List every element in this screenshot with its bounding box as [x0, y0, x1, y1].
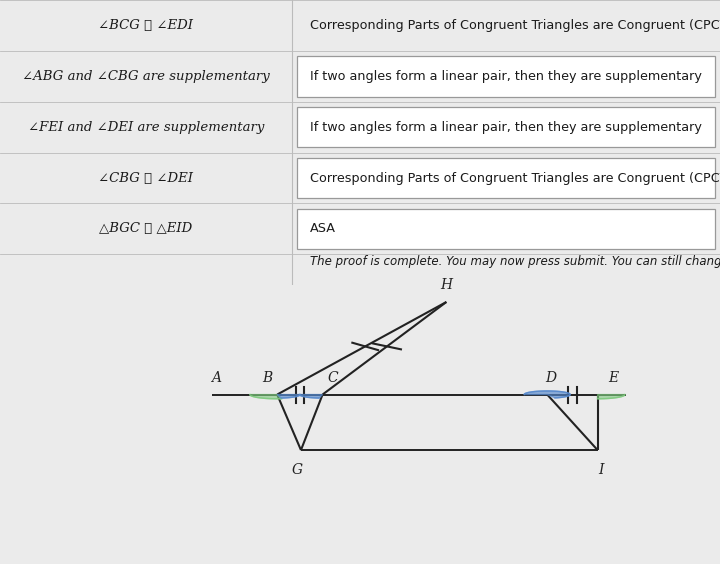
- Polygon shape: [598, 395, 625, 399]
- Text: C: C: [328, 372, 338, 385]
- Polygon shape: [250, 395, 282, 399]
- Text: ∠CBG ≅ ∠DEI: ∠CBG ≅ ∠DEI: [99, 171, 193, 184]
- Text: ∠ABG and ∠CBG are supplementary: ∠ABG and ∠CBG are supplementary: [22, 70, 270, 83]
- FancyBboxPatch shape: [297, 158, 715, 199]
- Text: If two angles form a linear pair, then they are supplementary: If two angles form a linear pair, then t…: [310, 70, 701, 83]
- FancyBboxPatch shape: [297, 56, 715, 96]
- Text: I: I: [598, 463, 604, 477]
- Text: ASA: ASA: [310, 222, 336, 235]
- Text: ∠FEI and ∠DEI are supplementary: ∠FEI and ∠DEI are supplementary: [27, 121, 264, 134]
- Text: △BGC ≅ △EID: △BGC ≅ △EID: [99, 222, 192, 235]
- Text: G: G: [292, 463, 303, 477]
- Text: E: E: [608, 372, 618, 385]
- Polygon shape: [300, 395, 323, 398]
- FancyBboxPatch shape: [297, 209, 715, 249]
- Text: ∠BCG ≅ ∠EDI: ∠BCG ≅ ∠EDI: [99, 19, 193, 32]
- Text: Corresponding Parts of Congruent Triangles are Congruent (CPCTC): Corresponding Parts of Congruent Triangl…: [310, 171, 720, 184]
- FancyBboxPatch shape: [297, 107, 715, 148]
- Text: A: A: [211, 372, 221, 385]
- Text: B: B: [262, 372, 272, 385]
- Text: If two angles form a linear pair, then they are supplementary: If two angles form a linear pair, then t…: [310, 121, 701, 134]
- Polygon shape: [524, 391, 570, 398]
- Text: H: H: [441, 278, 452, 292]
- Polygon shape: [277, 395, 300, 398]
- Text: Corresponding Parts of Congruent Triangles are Congruent (CPCTC: Corresponding Parts of Congruent Triangl…: [310, 19, 720, 32]
- Text: The proof is complete. You may now press submit. You can still change rea: The proof is complete. You may now press…: [310, 255, 720, 268]
- Text: D: D: [545, 372, 557, 385]
